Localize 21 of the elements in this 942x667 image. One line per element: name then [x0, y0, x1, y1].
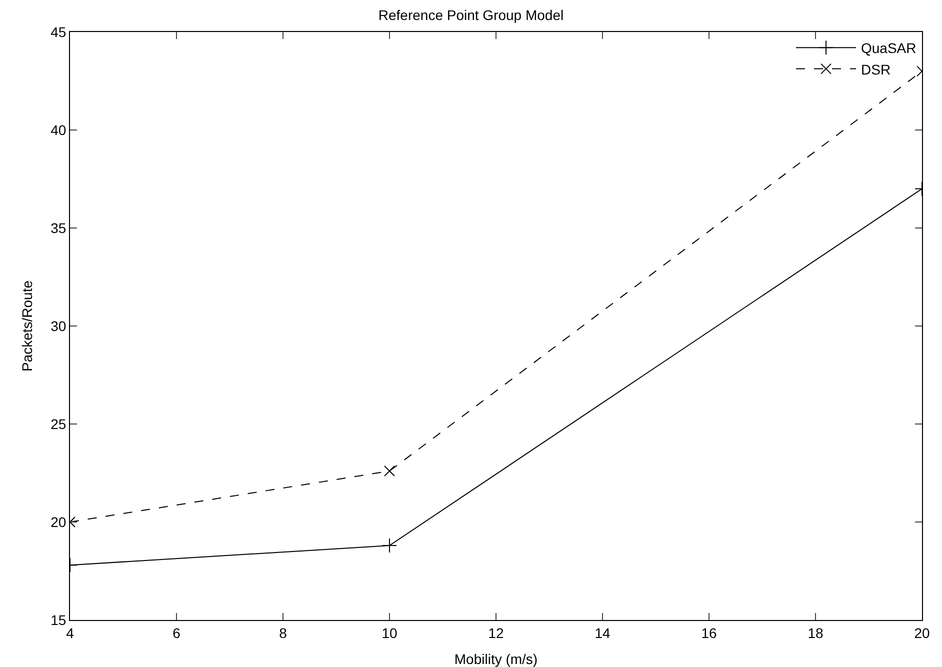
x-tick-label: 12 [488, 624, 504, 641]
x-tick-label: 10 [382, 624, 398, 641]
y-tick-label: 30 [50, 318, 66, 334]
x-tick-label: 6 [172, 624, 181, 641]
y-tick-label: 15 [50, 612, 66, 628]
x-tick-label: 14 [594, 624, 610, 641]
y-axis-title: Packets/Route [19, 280, 35, 372]
x-tick-label: 8 [279, 624, 288, 641]
x-tick-label: 16 [701, 624, 717, 641]
y-tick-label: 45 [50, 24, 66, 40]
x-tick-label: 18 [808, 624, 824, 641]
y-tick-label: 40 [50, 122, 66, 138]
x-tick-label: 4 [66, 624, 74, 641]
y-tick-label: 20 [50, 514, 66, 530]
legend-label: DSR [861, 61, 891, 78]
x-tick-label: 20 [914, 624, 930, 641]
chart-title: Reference Point Group Model [378, 6, 564, 23]
y-tick-label: 35 [50, 220, 66, 236]
y-tick-label: 25 [50, 416, 66, 432]
x-axis-title: Mobility (m/s) [454, 651, 538, 667]
legend-label: QuaSAR [861, 40, 916, 56]
